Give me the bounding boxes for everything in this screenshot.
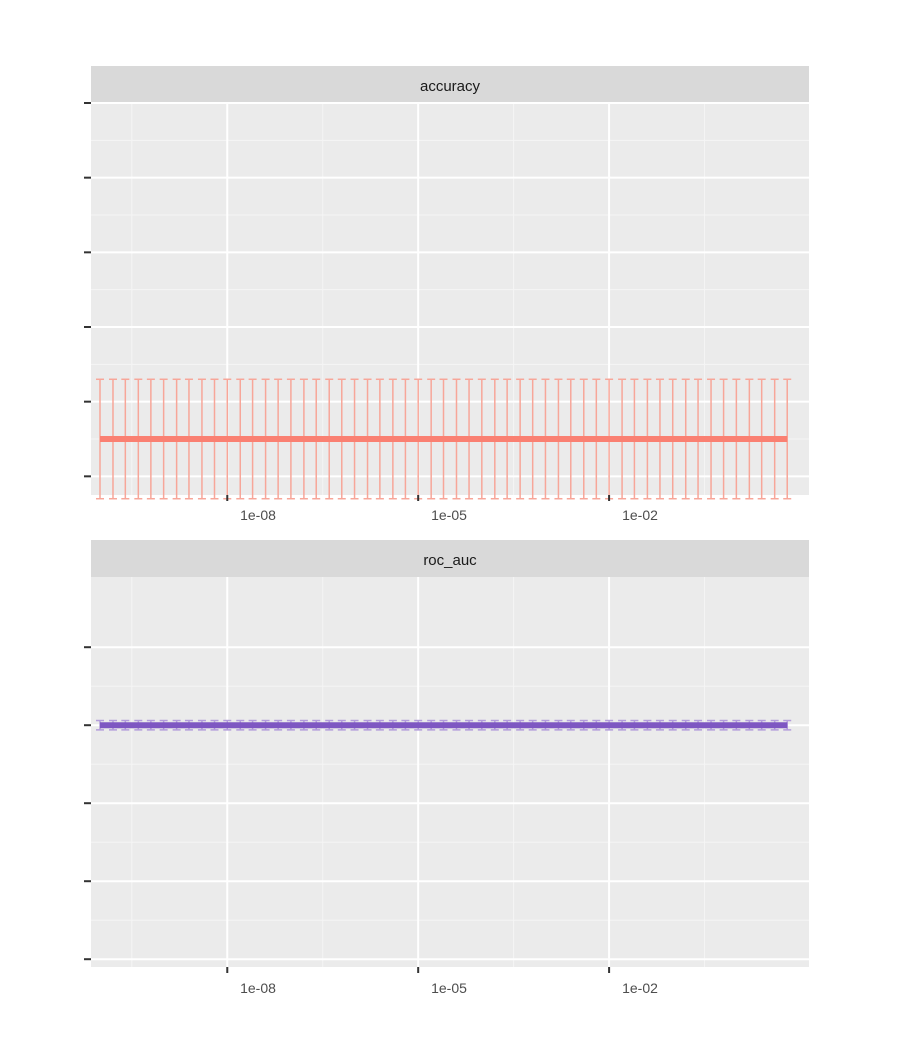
facet-panel-roc-auc: roc_auc 1e-08 1e-05 1e-02 — [84, 540, 809, 996]
y-axis-ticks — [84, 102, 91, 478]
plot-background — [91, 103, 809, 495]
x-tick-label: 1e-05 — [431, 980, 467, 996]
x-tick-label: 1e-02 — [622, 980, 658, 996]
y-axis-ticks — [84, 646, 91, 961]
x-tick-label: 1e-02 — [622, 507, 658, 523]
x-tick-label: 1e-05 — [431, 507, 467, 523]
facet-strip-label: roc_auc — [423, 552, 477, 569]
x-axis-ticks — [226, 967, 611, 973]
x-tick-label: 1e-08 — [240, 507, 276, 523]
facet-strip-label: accuracy — [420, 78, 481, 95]
facet-panel-accuracy: accuracy 1e-08 1e-05 1e-02 — [84, 66, 809, 523]
plot-background — [91, 577, 809, 967]
facet-strip — [91, 66, 809, 103]
x-tick-label: 1e-08 — [240, 980, 276, 996]
facet-strip — [91, 540, 809, 577]
x-axis-ticks — [226, 495, 611, 501]
